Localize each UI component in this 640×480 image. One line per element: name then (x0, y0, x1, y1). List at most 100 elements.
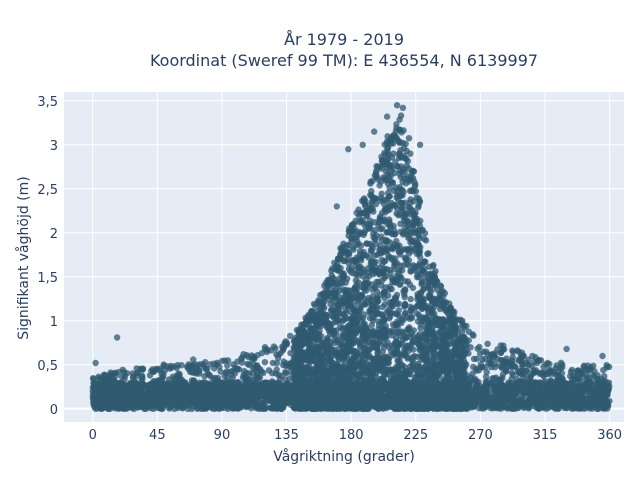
data-point (407, 196, 414, 203)
data-point (393, 125, 400, 132)
data-point (426, 338, 433, 346)
data-point (367, 372, 374, 379)
data-point (401, 302, 409, 309)
data-point (223, 368, 230, 375)
data-point (357, 306, 364, 313)
data-point (407, 295, 414, 303)
data-point (567, 368, 575, 376)
data-point (574, 371, 581, 378)
data-point (407, 371, 414, 378)
data-point (430, 355, 437, 362)
data-point (286, 332, 294, 340)
data-point (381, 334, 389, 342)
data-point (327, 339, 334, 346)
data-point (436, 372, 443, 380)
data-point (169, 373, 177, 380)
data-point (434, 300, 441, 307)
data-point (409, 284, 417, 292)
data-point (415, 311, 422, 319)
data-point (376, 182, 383, 189)
data-point (255, 374, 262, 382)
data-point (418, 289, 425, 296)
data-point (368, 306, 375, 314)
data-point (506, 359, 513, 366)
data-point (394, 329, 401, 336)
data-point (224, 362, 231, 369)
data-point (416, 198, 423, 205)
data-point (139, 365, 147, 372)
data-point (399, 154, 406, 161)
data-point (343, 309, 350, 316)
data-point (327, 300, 334, 308)
data-point (381, 175, 388, 182)
data-point (548, 367, 555, 374)
data-point (401, 404, 408, 411)
data-point (410, 222, 417, 229)
data-point (477, 364, 485, 371)
data-point (359, 273, 367, 280)
data-point (188, 405, 195, 412)
data-point (382, 273, 389, 280)
data-point (412, 263, 419, 270)
data-point (352, 234, 359, 242)
data-point (207, 372, 214, 380)
data-point (374, 176, 382, 183)
data-point (375, 318, 382, 325)
data-point (328, 307, 335, 314)
data-point (360, 198, 368, 205)
data-point (340, 348, 347, 355)
data-point (270, 343, 278, 350)
data-point (351, 301, 358, 309)
data-point (417, 217, 424, 225)
data-point (590, 374, 597, 381)
data-point (130, 405, 138, 412)
data-point (367, 191, 374, 199)
data-point (372, 283, 379, 290)
data-point (400, 144, 408, 152)
data-point (421, 258, 428, 265)
data-point (537, 357, 545, 364)
data-point (398, 352, 405, 359)
data-point (399, 192, 406, 199)
data-point (402, 344, 409, 351)
data-point (399, 366, 406, 373)
data-point (340, 257, 347, 265)
data-point (245, 353, 252, 361)
data-point (178, 362, 185, 369)
data-point (428, 326, 435, 333)
data-point (555, 373, 562, 380)
data-point (376, 271, 383, 278)
data-point (459, 321, 466, 328)
data-point (425, 306, 432, 313)
data-point (211, 374, 219, 382)
data-point (390, 187, 398, 194)
data-point (407, 150, 414, 157)
data-point (356, 218, 363, 226)
data-point (483, 368, 490, 376)
data-point (420, 342, 427, 349)
data-point (463, 342, 470, 349)
data-point (333, 279, 340, 286)
data-point (372, 240, 380, 248)
data-point (470, 332, 477, 339)
data-point (371, 235, 379, 242)
data-point (389, 254, 396, 262)
data-point (481, 355, 489, 362)
data-point (348, 315, 355, 322)
data-point (590, 362, 597, 369)
data-point (217, 368, 224, 375)
data-point (345, 260, 352, 267)
data-point (370, 270, 377, 278)
data-point (355, 228, 363, 236)
data-point (380, 248, 388, 256)
data-point (250, 353, 258, 360)
data-point (366, 240, 374, 247)
data-point (427, 317, 435, 324)
data-point (320, 317, 327, 325)
data-point (401, 310, 409, 318)
data-point (156, 367, 163, 374)
data-point (399, 336, 407, 343)
data-point (393, 373, 400, 380)
data-point (439, 288, 446, 295)
